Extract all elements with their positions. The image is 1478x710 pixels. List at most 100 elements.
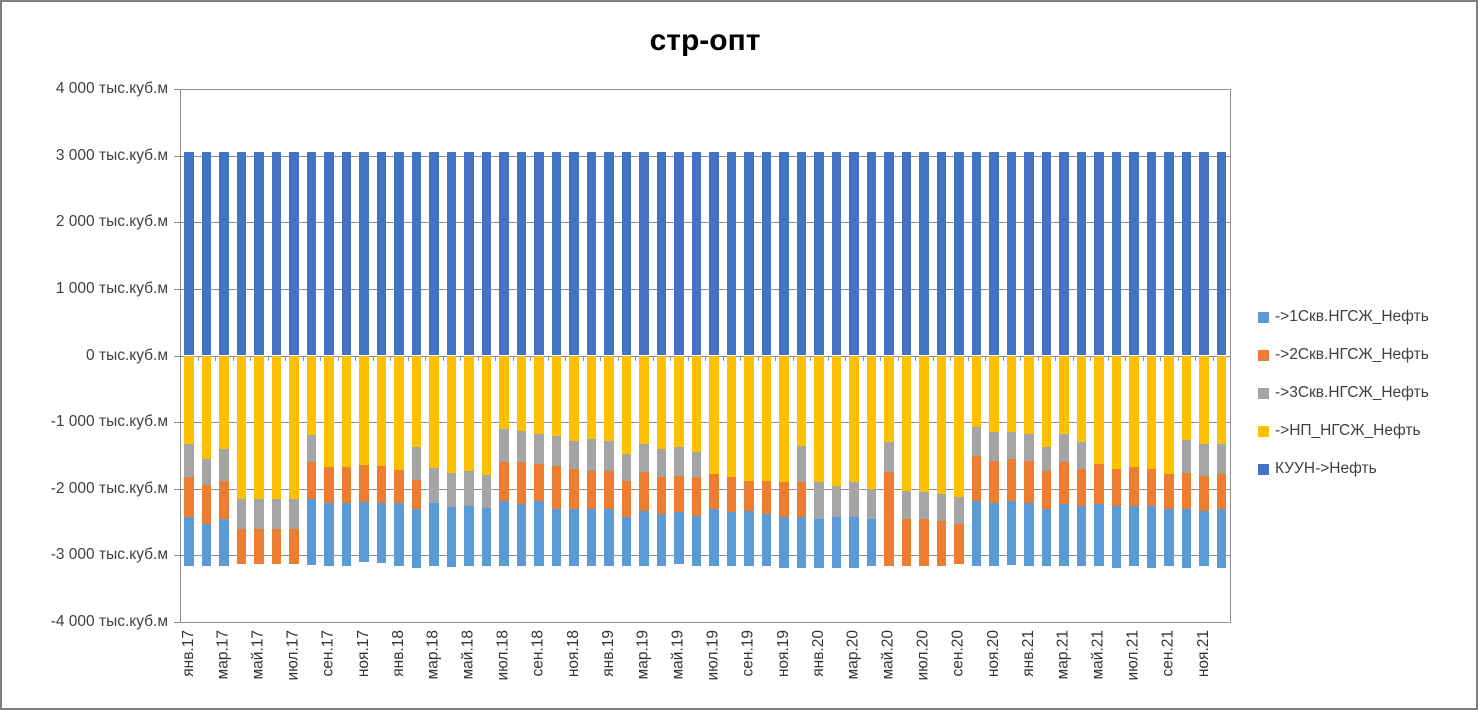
x-axis-label: июл.19 <box>704 630 722 681</box>
bar-segment-->НП_НГСЖ_Нефть <box>1006 355 1016 433</box>
gridline <box>180 89 1230 90</box>
bar-segment-->1Скв.НГСЖ_Нефть <box>516 504 526 567</box>
bar-segment-КУУН->Нефть <box>1041 152 1051 356</box>
bar-segment-->3Скв.НГСЖ_Нефть <box>551 435 561 466</box>
bar-segment-->2Скв.НГСЖ_Нефть <box>376 466 386 503</box>
bar-segment-->3Скв.НГСЖ_Нефть <box>1181 440 1191 474</box>
chart-title: стр-опт <box>649 24 761 57</box>
x-axis-label: сен.17 <box>319 630 337 677</box>
y-axis-label: -4 000 тыс.куб.м <box>50 613 168 630</box>
x-axis-tick <box>355 355 356 361</box>
bar-segment-->НП_НГСЖ_Нефть <box>376 355 386 467</box>
bar-segment-->1Скв.НГСЖ_Нефть <box>1146 505 1156 568</box>
x-axis-label: май.21 <box>1089 630 1107 680</box>
bar-segment-->НП_НГСЖ_Нефть <box>1129 355 1139 468</box>
bar-segment-->2Скв.НГСЖ_Нефть <box>306 462 316 499</box>
bar-segment-->2Скв.НГСЖ_Нефть <box>1181 473 1191 510</box>
legend-item: ->2Скв.НГСЖ_Нефть <box>1258 336 1472 374</box>
bar-segment-КУУН->Нефть <box>954 152 964 356</box>
y-axis-label: -1 000 тыс.куб.м <box>50 413 168 431</box>
bar-segment-КУУН->Нефть <box>271 152 281 356</box>
bar-segment-->НП_НГСЖ_Нефть <box>744 355 754 481</box>
legend-item: ->1Скв.НГСЖ_Нефть <box>1258 298 1472 336</box>
legend-color-swatch <box>1258 463 1269 475</box>
bar-segment-->НП_НГСЖ_Нефть <box>184 355 194 445</box>
bar-segment-->НП_НГСЖ_Нефть <box>971 355 981 428</box>
bar-segment-->3Скв.НГСЖ_Нефть <box>884 442 894 473</box>
y-axis-tick <box>174 222 180 224</box>
bar-segment-->1Скв.НГСЖ_Нефть <box>726 512 736 567</box>
bar-segment-->2Скв.НГСЖ_Нефть <box>1111 469 1121 506</box>
legend-label: ->3Скв.НГСЖ_Нефть <box>1275 384 1429 401</box>
x-axis-label: янв.17 <box>179 630 197 677</box>
bar-segment-->3Скв.НГСЖ_Нефть <box>919 492 929 520</box>
bar-segment-->НП_НГСЖ_Нефть <box>481 355 491 475</box>
bar-segment-->3Скв.НГСЖ_Нефть <box>464 471 474 507</box>
bar-segment-->НП_НГСЖ_Нефть <box>586 355 596 440</box>
bar-segment-->3Скв.НГСЖ_Нефть <box>569 440 579 470</box>
bar-segment-КУУН->Нефть <box>1006 152 1016 356</box>
bar-segment-->2Скв.НГСЖ_Нефть <box>1129 467 1139 507</box>
bar-segment-->3Скв.НГСЖ_Нефть <box>796 445 806 483</box>
bar-segment-КУУН->Нефть <box>219 152 229 356</box>
bar-segment-КУУН->Нефть <box>884 152 894 356</box>
bar-segment-->1Скв.НГСЖ_Нефть <box>394 502 404 567</box>
bar-segment-КУУН->Нефть <box>201 152 211 356</box>
bar-segment-->НП_НГСЖ_Нефть <box>201 355 211 459</box>
x-axis-tick <box>722 355 724 361</box>
y-axis-label: -3 000 тыс.куб.м <box>50 546 168 564</box>
x-axis-tick <box>845 355 846 361</box>
x-axis-tick <box>197 355 199 361</box>
x-axis-tick <box>337 355 339 361</box>
bar-segment-->3Скв.НГСЖ_Нефть <box>814 482 824 520</box>
legend-label: ->1Скв.НГСЖ_Нефть <box>1275 308 1429 325</box>
x-axis-tick <box>530 355 531 361</box>
bar-segment-->1Скв.НГСЖ_Нефть <box>779 517 789 568</box>
bar-segment-->НП_НГСЖ_Нефть <box>411 355 421 448</box>
y-axis-tick <box>174 422 180 424</box>
bar-segment-КУУН->Нефть <box>779 152 789 356</box>
bar-segment-КУУН->Нефть <box>621 152 631 356</box>
bar-segment-->3Скв.НГСЖ_Нефть <box>901 490 911 520</box>
bar-segment-->НП_НГСЖ_Нефть <box>831 355 841 486</box>
x-axis-tick <box>670 355 671 361</box>
bar-segment-->2Скв.НГСЖ_Нефть <box>744 480 754 511</box>
bar-segment-->1Скв.НГСЖ_Нефть <box>1181 509 1191 568</box>
bar-segment-->НП_НГСЖ_Нефть <box>551 355 561 436</box>
bar-segment-->НП_НГСЖ_Нефть <box>954 355 964 498</box>
x-axis-tick <box>967 355 969 361</box>
bar-segment-->1Скв.НГСЖ_Нефть <box>1199 510 1209 567</box>
bar-segment-->2Скв.НГСЖ_Нефть <box>1041 470 1051 510</box>
bar-segment-->2Скв.НГСЖ_Нефть <box>324 467 334 503</box>
bar-segment-КУУН->Нефть <box>989 152 999 356</box>
bar-segment-->НП_НГСЖ_Нефть <box>691 355 701 453</box>
x-axis-label: сен.20 <box>949 630 967 677</box>
bar-segment-->3Скв.НГСЖ_Нефть <box>254 498 264 529</box>
bar-segment-->3Скв.НГСЖ_Нефть <box>446 472 456 508</box>
x-axis-tick <box>740 355 741 361</box>
bar-segment-КУУН->Нефть <box>1199 152 1209 356</box>
bar-segment-КУУН->Нефть <box>709 152 719 356</box>
bar-segment-->3Скв.НГСЖ_Нефть <box>849 482 859 518</box>
bar-segment-->НП_НГСЖ_Нефть <box>901 355 911 491</box>
bar-segment-КУУН->Нефть <box>1129 152 1139 356</box>
bar-segment-->3Скв.НГСЖ_Нефть <box>481 474 491 509</box>
bar-segment-->1Скв.НГСЖ_Нефть <box>201 524 211 567</box>
bar-segment-КУУН->Нефть <box>674 152 684 356</box>
bar-segment-->1Скв.НГСЖ_Нефть <box>971 501 981 567</box>
legend-label: КУУН->Нефть <box>1275 460 1377 477</box>
bar-segment-КУУН->Нефть <box>236 152 246 356</box>
x-axis-tick <box>267 355 269 361</box>
bar-segment-->2Скв.НГСЖ_Нефть <box>1199 475 1209 511</box>
gridline <box>180 422 1230 424</box>
bar-segment-->НП_НГСЖ_Нефть <box>1199 355 1209 445</box>
gridline <box>180 155 1230 157</box>
x-axis-label: июл.21 <box>1124 630 1142 681</box>
x-axis-label: янв.20 <box>809 630 827 677</box>
bar-segment-->НП_НГСЖ_Нефть <box>1181 355 1191 441</box>
bar-segment-->1Скв.НГСЖ_Нефть <box>586 509 596 567</box>
bar-segment-->НП_НГСЖ_Нефть <box>271 355 281 499</box>
legend-label: ->2Скв.НГСЖ_Нефть <box>1275 346 1429 363</box>
bar-segment-->НП_НГСЖ_Нефть <box>219 355 229 449</box>
bar-segment-->2Скв.НГСЖ_Нефть <box>1146 469 1156 506</box>
